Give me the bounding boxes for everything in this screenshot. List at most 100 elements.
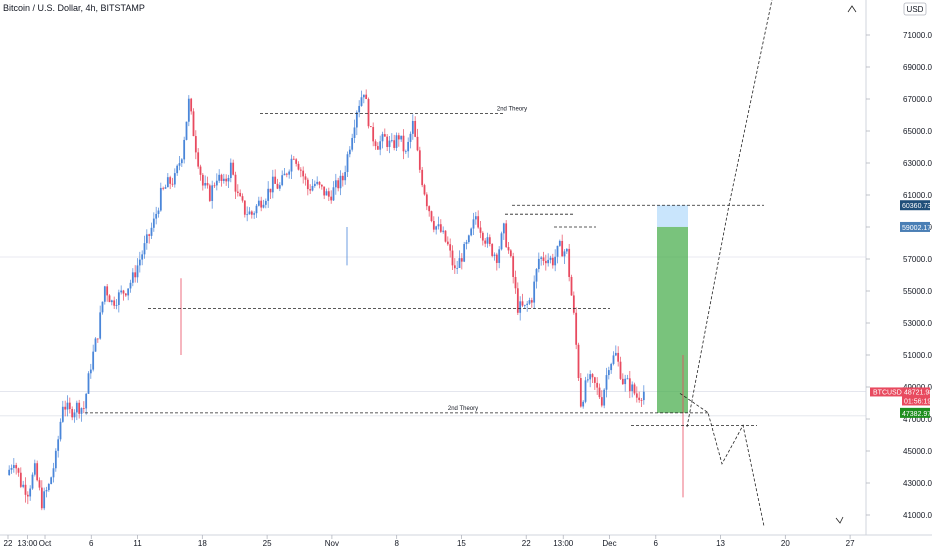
candle [297, 161, 300, 171]
currency-button-frame[interactable] [903, 2, 927, 16]
currency-button-label[interactable]: USD [907, 5, 924, 14]
candle [507, 241, 510, 254]
candle [215, 173, 218, 191]
y-tick-label: 63000.00 [903, 159, 932, 168]
candle-body [92, 351, 95, 370]
candle-body [512, 256, 515, 277]
currency-button[interactable]: USD [903, 2, 927, 16]
candle-body [358, 105, 361, 113]
candle-body [631, 384, 634, 392]
candle-body [446, 241, 449, 245]
candle [379, 135, 382, 156]
candle-body [78, 402, 81, 414]
candle-body [463, 244, 466, 262]
candle-body [344, 172, 347, 181]
candle-body [416, 136, 419, 151]
candle [318, 181, 321, 189]
candle [127, 288, 130, 301]
candle [383, 128, 386, 137]
candle [435, 225, 438, 235]
candle [110, 299, 113, 306]
candle-body [190, 98, 193, 112]
candle [544, 254, 547, 271]
candle-body [533, 281, 536, 303]
candle [484, 238, 487, 248]
x-tick-label: 13 [716, 539, 725, 548]
candle-body [383, 134, 386, 137]
candle [306, 177, 309, 196]
candle [332, 181, 335, 202]
candle-body [15, 465, 18, 469]
candle-body [269, 188, 272, 193]
candle [593, 376, 596, 390]
candle [577, 342, 580, 381]
candle-body [614, 352, 617, 356]
candle [346, 151, 349, 178]
candle-body [204, 183, 207, 186]
candle-body [59, 421, 62, 440]
candle-body [24, 484, 27, 495]
projection-path [686, 0, 773, 428]
candle-body [85, 393, 88, 409]
candle [642, 385, 645, 405]
candle-body [157, 210, 160, 214]
candle [292, 155, 295, 160]
candle-body [379, 141, 382, 150]
candle [367, 97, 370, 129]
candle [563, 249, 566, 264]
candle [547, 253, 550, 267]
candle-body [108, 295, 111, 303]
candle-body [607, 370, 610, 376]
price-tag [900, 221, 930, 232]
candle [225, 174, 228, 186]
candle [311, 179, 314, 192]
candle [10, 464, 13, 474]
candle-body [530, 300, 533, 303]
candle [491, 243, 494, 258]
candle [61, 400, 64, 423]
candle [255, 204, 258, 218]
candle-body [479, 227, 482, 233]
candle-body [509, 250, 512, 257]
candle-body [73, 412, 76, 418]
candle [481, 231, 484, 246]
candle-body [215, 180, 218, 186]
candle [290, 154, 293, 180]
candle-body [402, 135, 405, 152]
candle-body [171, 183, 174, 185]
candle-body [453, 265, 456, 269]
candle [316, 176, 319, 186]
candle-body [521, 301, 524, 306]
candle-body [271, 176, 274, 193]
candle [271, 169, 274, 199]
candle [171, 177, 174, 187]
candle-body [257, 200, 260, 206]
candle-body [432, 220, 435, 230]
y-tick-label: 65000.00 [903, 127, 932, 136]
candle [50, 476, 53, 485]
candle [575, 307, 578, 350]
candle-body [600, 397, 603, 406]
candle-body [435, 226, 438, 230]
candle-body [549, 257, 552, 260]
price-tag-label: 47382.97 [902, 411, 931, 418]
candle [129, 279, 132, 293]
price-tag-label: 59002.17 [902, 225, 931, 232]
candle-body [547, 259, 550, 264]
candle-body [484, 240, 487, 244]
candle-body [565, 248, 568, 252]
candle-body [502, 223, 505, 234]
candle-body [159, 187, 162, 211]
candle [400, 135, 403, 142]
candle-body [281, 175, 284, 186]
candle [458, 250, 461, 268]
candle-body [40, 487, 43, 509]
candle [442, 226, 445, 234]
candle-body [239, 192, 242, 197]
candle-body [117, 292, 120, 306]
candle [568, 243, 571, 282]
x-tick-label: Dec [602, 539, 616, 548]
candle [456, 260, 459, 274]
candle-body [628, 378, 631, 392]
